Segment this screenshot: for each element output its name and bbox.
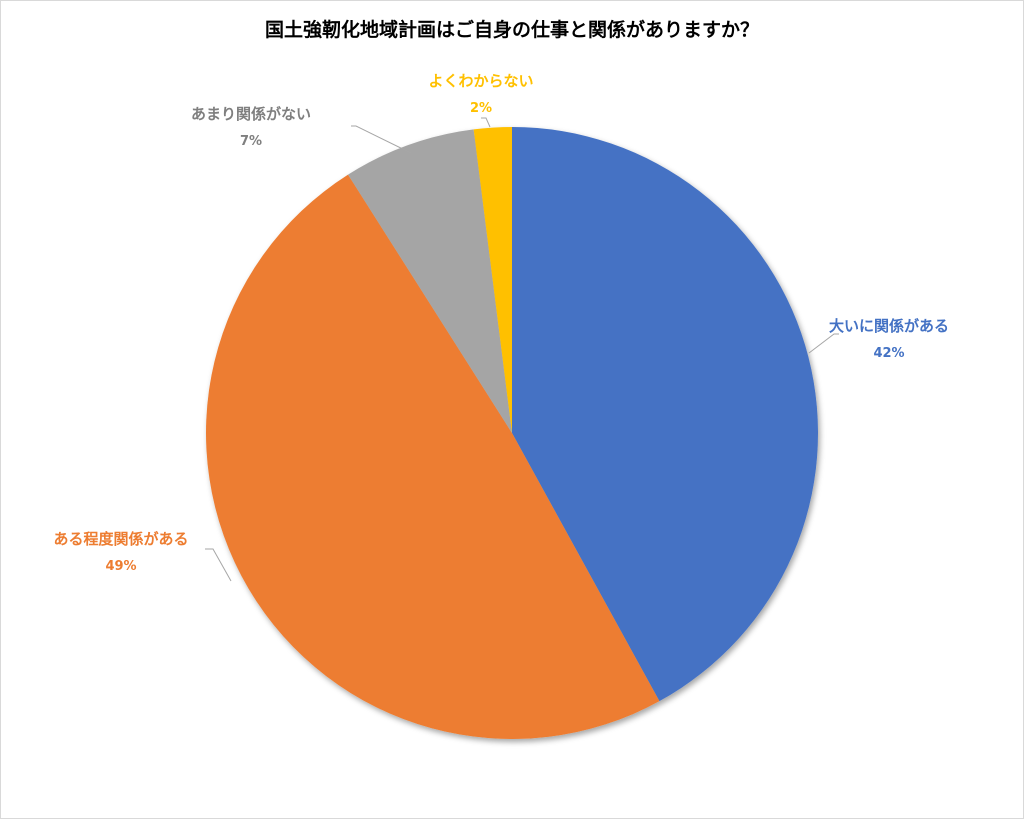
chart-title: 国土強靭化地域計画はご自身の仕事と関係がありますか？ — [264, 19, 759, 41]
slice-value-label: 42% — [873, 346, 904, 361]
pie-slice — [512, 127, 818, 702]
leader-line — [481, 117, 491, 128]
slice-label: ある程度関係がある — [53, 530, 188, 548]
pie-slice — [348, 129, 512, 433]
slice-label: 大いに関係がある — [829, 317, 949, 335]
leader-line — [205, 548, 232, 582]
slice-label: よくわからない — [428, 72, 533, 90]
pie-slice — [473, 127, 512, 433]
slice-value-label: 49% — [105, 559, 136, 574]
leader-line — [808, 333, 839, 354]
slice-value-label: 2% — [470, 101, 492, 116]
slice-label: あまり関係がない — [191, 105, 311, 123]
leader-line — [351, 125, 412, 154]
pie-slice — [205, 174, 660, 740]
slice-value-label: 7% — [240, 134, 262, 149]
